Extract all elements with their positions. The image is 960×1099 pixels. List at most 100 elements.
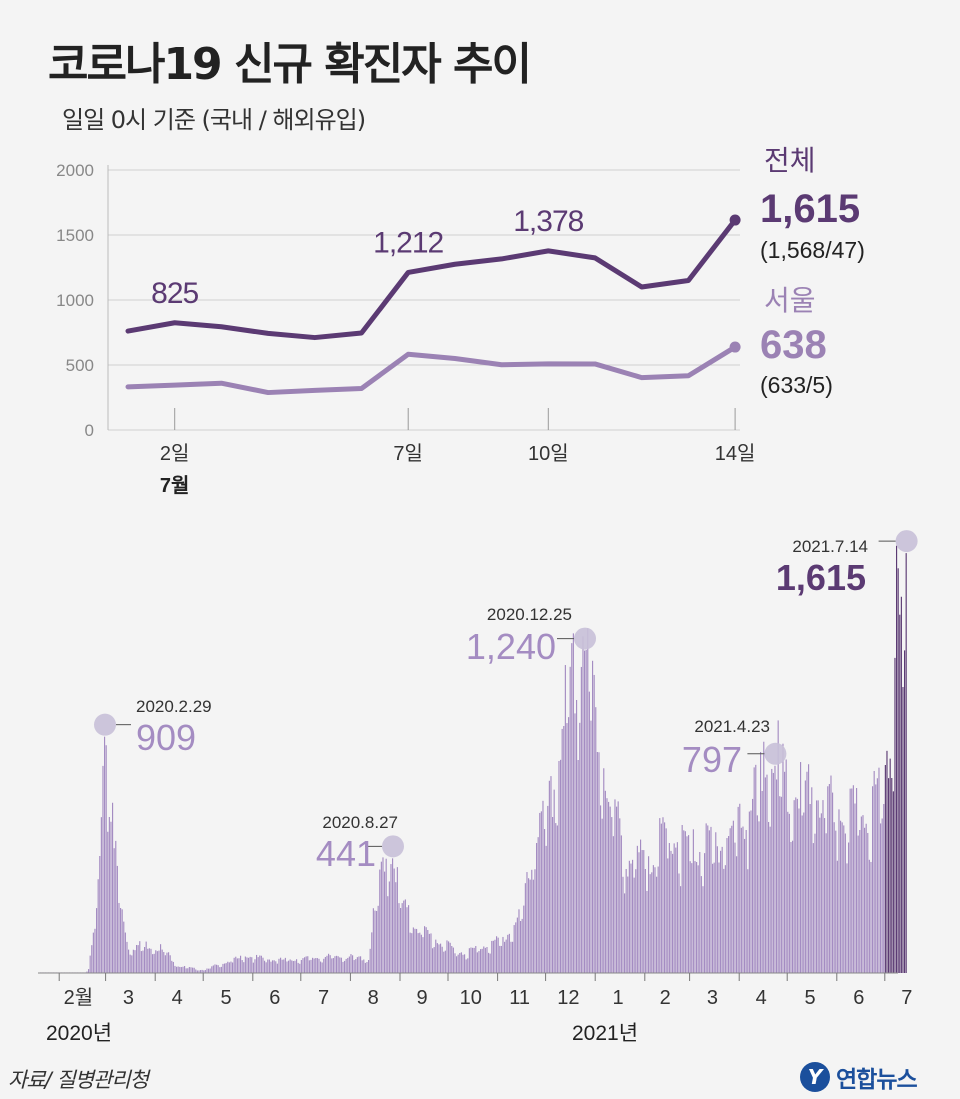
daily-bar <box>131 955 133 973</box>
daily-bar <box>793 800 795 973</box>
daily-bar <box>635 869 637 973</box>
daily-bar <box>275 961 277 973</box>
peak-value: 909 <box>136 717 196 758</box>
daily-bar <box>328 953 330 973</box>
daily-bar <box>398 903 400 973</box>
daily-bar <box>569 666 571 973</box>
daily-bar <box>718 862 720 973</box>
daily-bar <box>896 545 898 973</box>
daily-bar <box>176 966 178 973</box>
daily-bar <box>376 910 378 973</box>
daily-bar <box>440 943 442 973</box>
daily-bar <box>462 954 464 973</box>
daily-bar <box>630 863 632 973</box>
daily-bar <box>788 813 790 973</box>
daily-bar <box>268 959 270 973</box>
daily-bar <box>812 843 814 973</box>
daily-bar <box>364 962 366 973</box>
x-tick-label: 7일 <box>393 442 423 465</box>
daily-bar <box>526 872 528 973</box>
daily-bar <box>830 775 832 973</box>
daily-bar <box>628 860 630 973</box>
daily-bar <box>665 828 667 973</box>
daily-bar <box>353 960 355 973</box>
daily-bar <box>500 945 502 973</box>
daily-bar <box>140 951 142 973</box>
daily-bar <box>104 736 106 973</box>
daily-bar <box>326 955 328 973</box>
daily-bar <box>760 751 762 973</box>
daily-bar <box>704 853 706 973</box>
source-note: 자료/ 질병관리청 <box>8 1068 149 1092</box>
peak-marker <box>382 835 404 858</box>
daily-bar <box>470 947 472 973</box>
daily-bar <box>419 932 421 973</box>
y-tick-label: 2000 <box>56 161 94 180</box>
daily-bar <box>336 955 338 973</box>
daily-bar <box>875 784 877 973</box>
daily-bar <box>444 950 446 973</box>
daily-bar <box>740 827 742 973</box>
daily-bar <box>640 839 642 973</box>
daily-bar <box>432 948 434 973</box>
daily-bar <box>424 926 426 973</box>
daily-bar <box>846 863 848 973</box>
daily-bar <box>390 864 392 973</box>
daily-bar <box>859 830 861 973</box>
daily-bar <box>329 955 331 973</box>
daily-bar <box>579 722 581 973</box>
daily-bar <box>748 811 750 973</box>
daily-bar <box>521 918 523 973</box>
daily-bar <box>636 845 638 973</box>
daily-bar <box>252 962 254 973</box>
daily-bar <box>582 636 584 973</box>
daily-bar <box>430 933 432 973</box>
daily-bar <box>707 825 709 973</box>
daily-bar <box>761 791 763 973</box>
daily-bar <box>728 836 730 973</box>
brand-name: 연합뉴스 <box>836 1067 918 1093</box>
daily-bar <box>532 879 534 973</box>
daily-bar <box>318 958 320 973</box>
daily-bar <box>668 843 670 973</box>
daily-bar <box>289 959 291 973</box>
daily-bar <box>486 947 488 973</box>
daily-bar <box>302 958 304 973</box>
daily-bar <box>790 842 792 973</box>
month-label: 10 <box>460 987 482 1009</box>
daily-bar <box>694 861 696 973</box>
month-label: 2월 <box>64 986 94 1009</box>
daily-bar <box>363 959 365 973</box>
daily-bar <box>339 957 341 973</box>
daily-bar <box>475 946 477 973</box>
daily-bar <box>412 927 414 973</box>
daily-bar <box>188 967 190 973</box>
month-label: 11 <box>509 987 530 1009</box>
daily-bar <box>588 691 590 973</box>
daily-bar <box>780 796 782 973</box>
peak-date: 2021.4.23 <box>694 717 770 736</box>
month-label: 7 <box>318 987 329 1009</box>
daily-bar <box>571 643 573 973</box>
daily-bar <box>396 867 398 973</box>
daily-bar <box>865 823 867 973</box>
daily-bar <box>201 969 203 973</box>
peak-value: 441 <box>316 833 376 874</box>
daily-bar <box>856 788 858 973</box>
daily-bar <box>854 803 856 973</box>
daily-bar <box>211 966 213 973</box>
daily-bar <box>446 940 448 973</box>
daily-bar <box>816 800 818 973</box>
daily-bar <box>716 846 718 973</box>
daily-bar <box>238 958 240 973</box>
daily-bar <box>342 961 344 973</box>
peak-value: 1,240 <box>466 626 556 667</box>
daily-bar <box>905 553 907 973</box>
daily-bar <box>305 956 307 973</box>
daily-bar <box>332 958 334 973</box>
daily-bar <box>891 778 893 973</box>
daily-bar <box>764 777 766 973</box>
daily-bar <box>860 816 862 973</box>
daily-bar <box>617 801 619 973</box>
peak-date: 2020.8.27 <box>322 813 398 832</box>
